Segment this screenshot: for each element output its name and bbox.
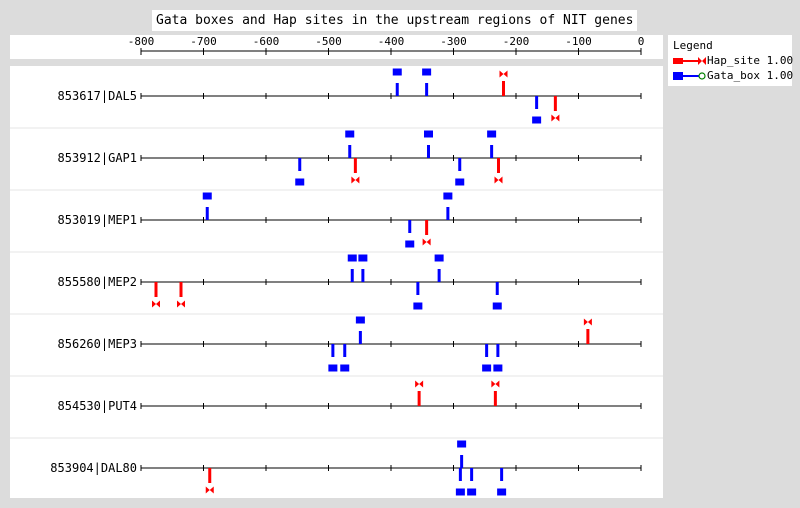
- legend-label-gata: Gata_box 1.00: [707, 69, 794, 82]
- gata-box-marker: [467, 468, 477, 496]
- gene-label: 854530|PUT4: [58, 399, 137, 413]
- hap-site-marker: [583, 318, 592, 344]
- legend-item-gata: Gata_box 1.00: [673, 69, 793, 82]
- hap-site-legend-icon: [673, 57, 706, 65]
- axis-tick-label: -500: [315, 35, 342, 48]
- hap-site-marker: [494, 158, 503, 184]
- gata-box-marker: [358, 254, 368, 282]
- gata-box-marker: [424, 130, 433, 158]
- gata-box-marker: [295, 158, 305, 186]
- gata-box-marker: [202, 192, 212, 220]
- gata-box-marker: [457, 440, 467, 468]
- legend-title: Legend: [673, 39, 713, 52]
- gata-box-marker: [487, 130, 497, 158]
- hap-site-marker: [415, 380, 424, 406]
- gata-box-marker: [347, 254, 357, 282]
- axis-tick-label: -300: [440, 35, 467, 48]
- hap-site-marker: [205, 468, 214, 494]
- gata-box-marker: [355, 316, 365, 344]
- hap-site-marker: [152, 282, 160, 308]
- axis-tick-label: -600: [253, 35, 280, 48]
- tracks-panel: 853617|DAL5 853912|GAP1 853019|MEP1 855580|…: [10, 66, 663, 498]
- gene-label: 856260|MEP3: [58, 337, 137, 351]
- hap-site-marker: [422, 220, 431, 246]
- gata-box-marker: [482, 344, 492, 372]
- axis-tick-label: -800: [128, 35, 155, 48]
- legend: Legend Hap_site 1.00 Gata_box 1.00: [668, 35, 793, 86]
- hap-site-marker: [499, 70, 508, 96]
- gata-box-legend-icon: [673, 72, 706, 80]
- chart-title: Gata boxes and Hap sites in the upstream…: [152, 10, 638, 31]
- gata-box-marker: [422, 68, 432, 96]
- axis-tick-label: -700: [190, 35, 217, 48]
- hap-site-marker: [351, 158, 360, 184]
- gata-box-marker: [443, 192, 453, 220]
- axis-tick-label: -200: [503, 35, 530, 48]
- gata-box-marker: [328, 344, 338, 372]
- gata-box-marker: [455, 468, 465, 496]
- gata-box-marker: [345, 130, 355, 158]
- gene-tracks: 853617|DAL5 853912|GAP1 853019|MEP1 855580|…: [10, 68, 663, 496]
- gata-box-marker: [405, 220, 415, 248]
- gene-label: 853019|MEP1: [58, 213, 137, 227]
- hap-site-marker: [177, 282, 185, 308]
- hap-site-marker: [551, 96, 560, 122]
- gene-label: 853912|GAP1: [58, 151, 137, 165]
- gata-box-marker: [413, 282, 423, 310]
- gata-box-marker: [392, 68, 402, 96]
- gata-box-marker: [493, 344, 503, 372]
- axis-panel: -800 -700 -600 -500 -400 -300 -200 -100 0: [10, 35, 663, 59]
- legend-item-hap: Hap_site 1.00: [673, 54, 793, 67]
- axis-tick-label: -400: [378, 35, 405, 48]
- gata-box-marker: [497, 468, 507, 496]
- gata-box-marker: [455, 158, 465, 186]
- axis-tick-label: 0: [638, 35, 645, 48]
- axis-tick-label: -100: [565, 35, 592, 48]
- legend-label-hap: Hap_site 1.00: [707, 54, 794, 67]
- position-axis: -800 -700 -600 -500 -400 -300 -200 -100 0: [128, 35, 645, 55]
- gata-box-marker: [492, 282, 502, 310]
- gata-box-marker: [434, 254, 444, 282]
- gene-label: 853617|DAL5: [58, 89, 137, 103]
- hap-site-marker: [491, 380, 500, 406]
- gene-label: 853904|DAL80: [50, 461, 137, 475]
- gata-box-marker: [340, 344, 350, 372]
- gata-box-marker: [532, 96, 542, 124]
- gene-label: 855580|MEP2: [58, 275, 137, 289]
